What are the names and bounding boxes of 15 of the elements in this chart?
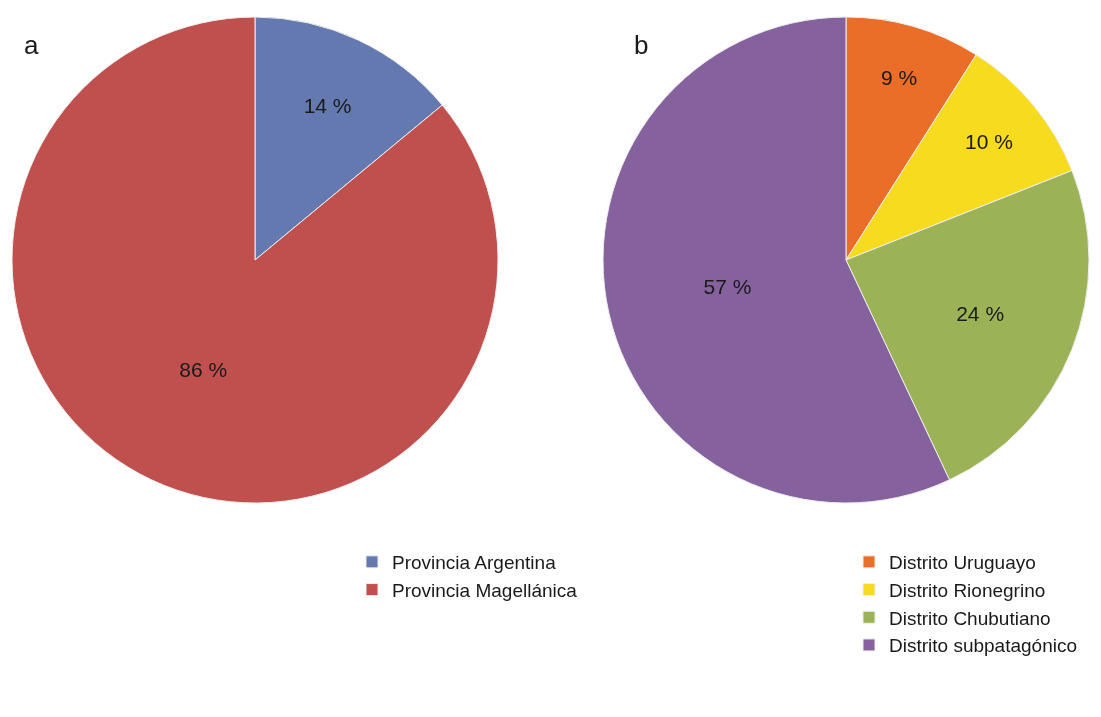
legend-label: Provincia Magellánica <box>392 579 578 601</box>
data-label: 10 % <box>965 130 1013 154</box>
data-label: 24 % <box>956 301 1005 325</box>
legend-label: Provincia Argentina <box>392 552 557 574</box>
data-label: 9 % <box>880 66 918 90</box>
text: b <box>634 30 649 60</box>
data-label: 86 % <box>179 358 228 382</box>
legend-label: Distrito Uruguayo <box>889 552 1036 574</box>
pie-slice <box>11 16 499 504</box>
legend-label: Distrito Rionegrino <box>889 579 1046 601</box>
text: a <box>24 30 39 60</box>
legend-label: Distrito Chubutiano <box>889 607 1051 629</box>
legend-label: Distrito subpatagónico <box>889 635 1077 657</box>
data-label: 57 % <box>703 275 752 298</box>
data-label: 14 % <box>303 94 352 118</box>
